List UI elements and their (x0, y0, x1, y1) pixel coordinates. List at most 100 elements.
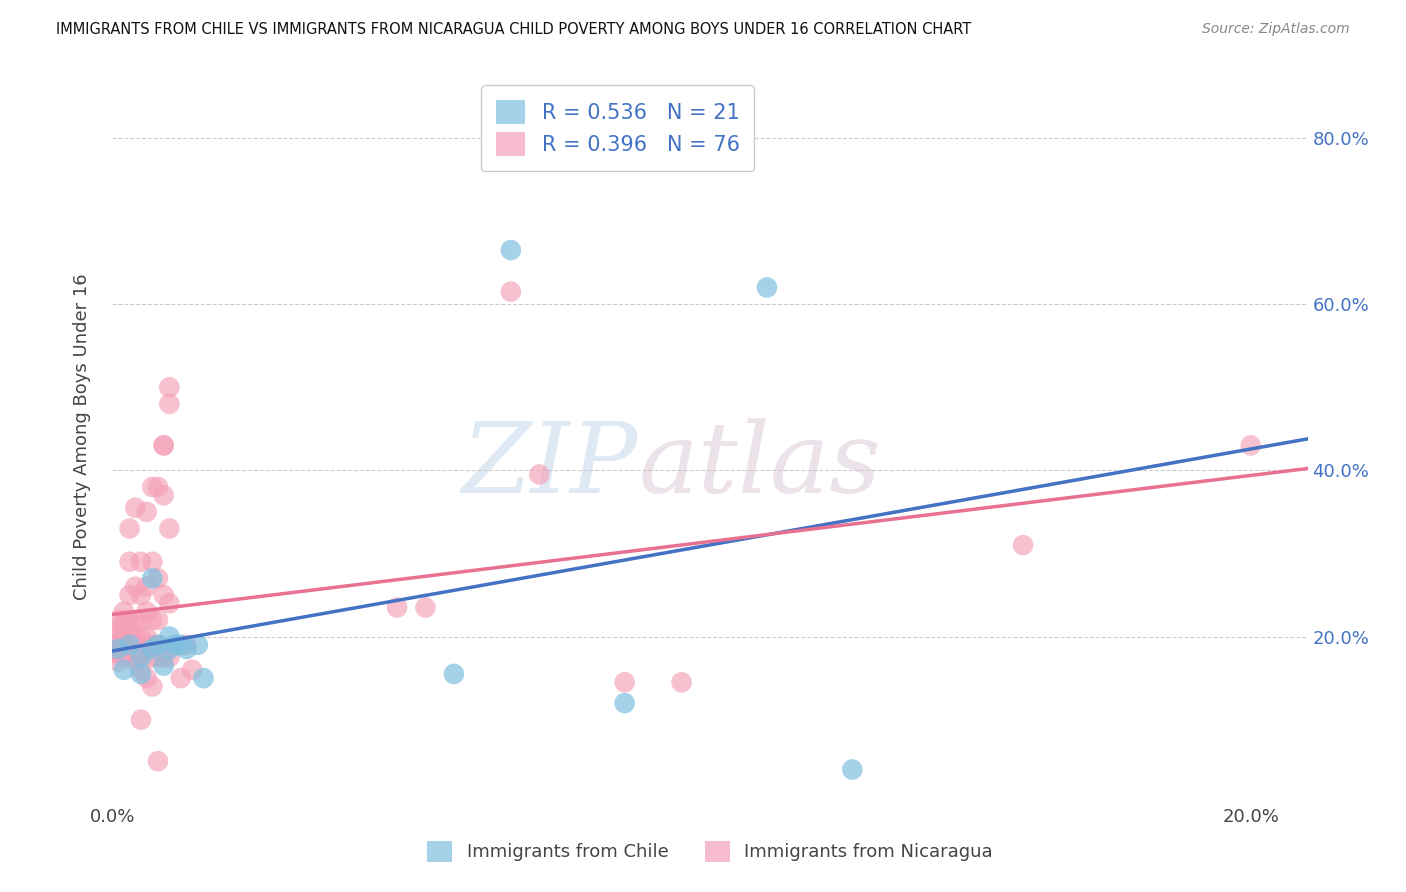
Point (146, 480, 169, 494)
Point (107, 613, 129, 627)
Point (107, 646, 129, 660)
Point (152, 658, 174, 673)
Point (613, 675, 636, 690)
Point (129, 630, 152, 644)
Point (141, 642, 163, 657)
Point (152, 438, 174, 452)
Y-axis label: Child Poverty Among Boys Under 16: Child Poverty Among Boys Under 16 (73, 274, 91, 600)
Point (124, 630, 146, 644)
Point (146, 571, 169, 585)
Point (129, 613, 152, 627)
Point (187, 638, 209, 652)
Point (129, 667, 152, 681)
Point (157, 521, 180, 535)
Point (755, 280, 778, 294)
Point (112, 642, 135, 657)
Point (141, 555, 163, 569)
Point (152, 588, 174, 602)
Point (146, 650, 169, 665)
Point (118, 613, 141, 627)
Point (112, 613, 135, 627)
Text: ZIP: ZIP (463, 418, 638, 514)
Point (152, 650, 174, 665)
Point (157, 596, 180, 610)
Point (141, 571, 163, 585)
Point (141, 613, 163, 627)
Point (118, 588, 141, 602)
Point (129, 642, 152, 657)
Point (385, 600, 408, 615)
Point (841, 763, 863, 777)
Point (112, 605, 135, 619)
Point (181, 663, 204, 677)
Point (124, 500, 146, 515)
Point (129, 713, 152, 727)
Point (101, 646, 124, 660)
Point (141, 650, 163, 665)
Point (118, 638, 141, 652)
Point (141, 680, 163, 694)
Point (107, 638, 129, 652)
Point (499, 243, 522, 257)
Point (135, 671, 157, 685)
Point (146, 613, 169, 627)
Point (176, 642, 198, 657)
Legend: Immigrants from Chile, Immigrants from Nicaragua: Immigrants from Chile, Immigrants from N… (415, 828, 1005, 874)
Point (107, 642, 129, 657)
Point (112, 630, 135, 644)
Point (157, 397, 180, 411)
Point (124, 650, 146, 665)
Point (529, 467, 551, 482)
Point (129, 650, 152, 665)
Point (152, 488, 174, 502)
Point (157, 650, 180, 665)
Text: atlas: atlas (638, 418, 882, 514)
Point (141, 480, 163, 494)
Point (146, 638, 169, 652)
Point (146, 754, 169, 768)
Point (671, 675, 693, 690)
Point (118, 638, 141, 652)
Point (124, 613, 146, 627)
Point (129, 663, 152, 677)
Point (129, 650, 152, 665)
Point (118, 642, 141, 657)
Point (124, 580, 146, 594)
Point (135, 505, 157, 519)
Point (112, 621, 135, 635)
Point (118, 555, 141, 569)
Point (129, 555, 152, 569)
Point (101, 630, 124, 644)
Point (118, 521, 141, 535)
Point (112, 650, 135, 665)
Point (157, 642, 180, 657)
Point (107, 655, 129, 669)
Point (146, 638, 169, 652)
Point (193, 671, 215, 685)
Point (135, 630, 157, 644)
Point (107, 621, 129, 635)
Point (170, 638, 193, 652)
Text: IMMIGRANTS FROM CHILE VS IMMIGRANTS FROM NICARAGUA CHILD POVERTY AMONG BOYS UNDE: IMMIGRANTS FROM CHILE VS IMMIGRANTS FROM… (56, 22, 972, 37)
Point (124, 655, 146, 669)
Point (499, 285, 522, 299)
Point (443, 667, 465, 681)
Point (152, 438, 174, 452)
Point (112, 663, 135, 677)
Point (170, 671, 193, 685)
Point (157, 380, 180, 394)
Point (613, 696, 636, 710)
Text: Source: ZipAtlas.com: Source: ZipAtlas.com (1202, 22, 1350, 37)
Point (415, 600, 437, 615)
Point (118, 630, 141, 644)
Point (129, 588, 152, 602)
Point (118, 646, 141, 660)
Point (124, 638, 146, 652)
Point (157, 630, 180, 644)
Point (1240, 438, 1263, 452)
Point (141, 638, 163, 652)
Point (176, 638, 198, 652)
Point (135, 580, 157, 594)
Point (135, 642, 157, 657)
Point (107, 642, 129, 657)
